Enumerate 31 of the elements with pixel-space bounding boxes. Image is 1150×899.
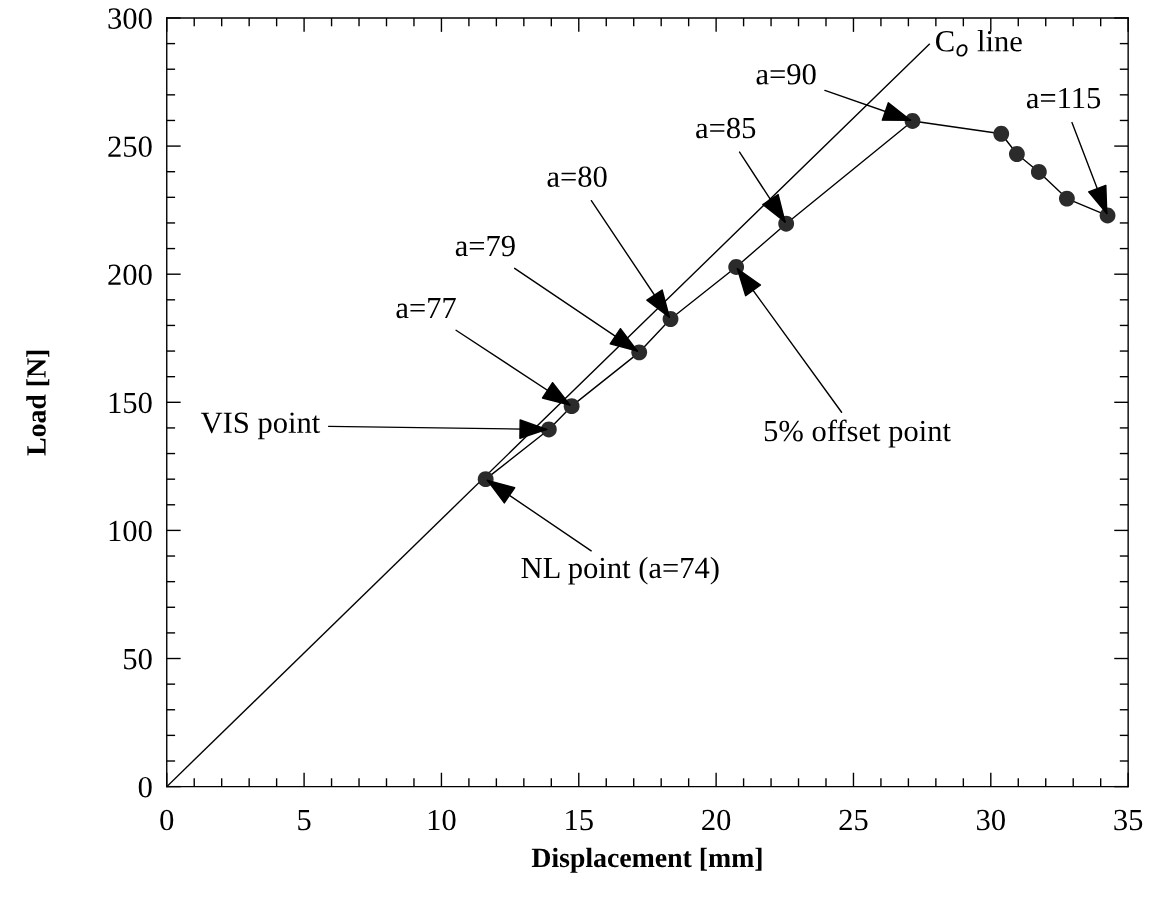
y-axis-title: Load [N] — [26, 350, 50, 456]
annotation: a=85 — [696, 117, 756, 139]
x-tick-label: 25 — [839, 809, 868, 831]
x-tick-label: 10 — [428, 809, 456, 831]
y-tick-label: 100 — [109, 520, 152, 542]
annotation: 5% offset point — [764, 419, 951, 448]
y-tick-label: 0 — [138, 776, 152, 798]
point — [1008, 146, 1025, 162]
annotation: VIS point — [200, 412, 321, 440]
annotation: NL point (a=74) — [521, 556, 719, 585]
y-tick-label: 50 — [124, 648, 152, 670]
legend-label: C$_{o}$ line — [936, 30, 1022, 57]
y-tick-label: 250 — [108, 136, 152, 157]
y-tick-label: 300 — [108, 8, 152, 29]
annotation: a=90 — [756, 63, 816, 85]
x-axis-title: Displacement [mm] — [531, 847, 762, 873]
y-tick-label: 200 — [108, 264, 152, 286]
point — [1058, 190, 1075, 207]
annotation: a=80 — [547, 166, 607, 188]
point — [1030, 164, 1047, 180]
x-tick-label: 30 — [976, 809, 1005, 831]
x-tick-label: 0 — [160, 809, 174, 831]
x-tick-label: 35 — [1114, 809, 1143, 831]
annotation: a=79 — [455, 235, 515, 257]
y-tick-label: 150 — [109, 392, 152, 414]
x-tick-label: 20 — [702, 809, 731, 831]
annotation: a=77 — [396, 297, 456, 319]
point — [993, 125, 1010, 142]
annotation: a=115 — [1026, 87, 1101, 109]
x-tick-label: 15 — [566, 809, 593, 831]
x-tick-label: 5 — [298, 810, 311, 831]
